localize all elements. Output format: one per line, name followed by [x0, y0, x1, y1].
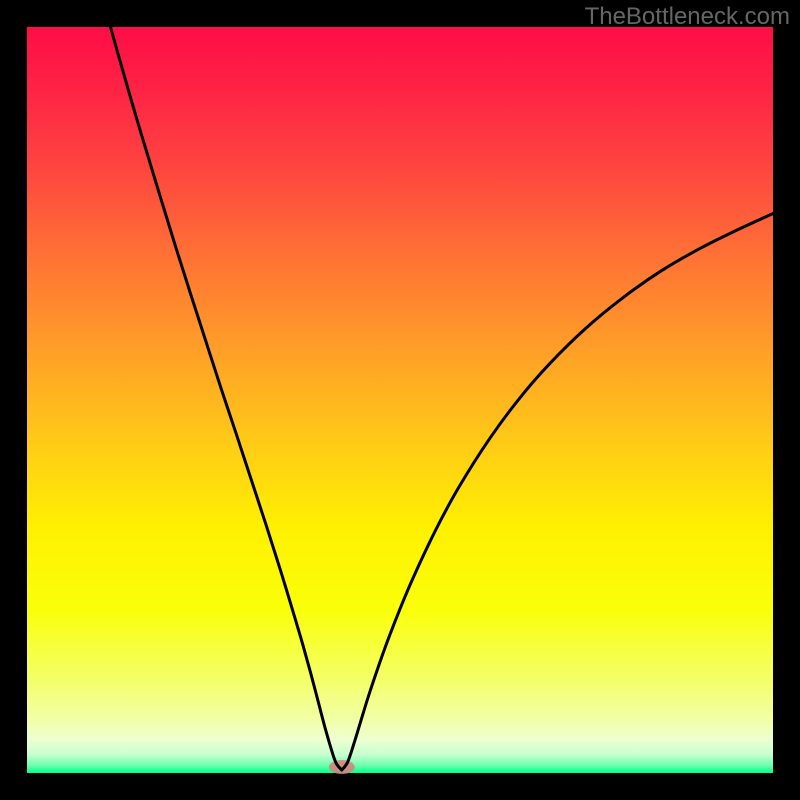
- minimum-marker: [329, 760, 355, 774]
- chart-root: { "chart": { "type": "line", "width": 80…: [0, 0, 800, 800]
- bottleneck-chart: [0, 0, 800, 800]
- chart-background: [27, 27, 773, 773]
